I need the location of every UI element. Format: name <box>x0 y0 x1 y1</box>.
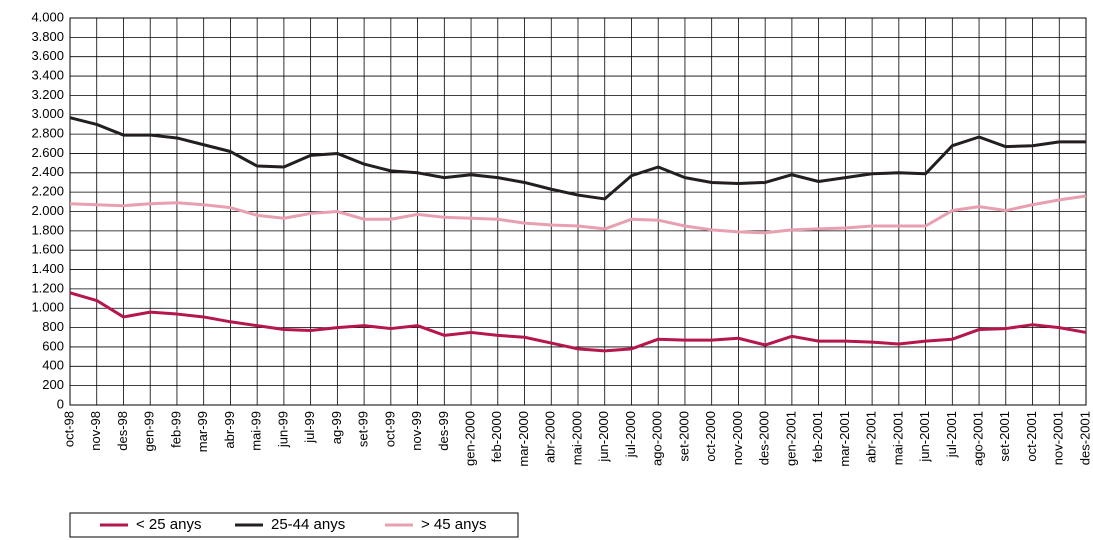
series-line <box>69 194 1087 235</box>
x-tick-label: oct-2000 <box>703 411 718 462</box>
x-tick-label: mai-2000 <box>569 411 584 465</box>
y-tick-label: 2.000 <box>31 203 64 218</box>
x-tick-label: gen-2000 <box>462 411 477 466</box>
x-tick-label: mar-99 <box>195 411 210 452</box>
y-tick-label: 1.400 <box>31 261 64 276</box>
legend-label: 25-44 anys <box>271 516 345 533</box>
y-tick-label: 2.200 <box>31 184 64 199</box>
x-tick-label: mar-2000 <box>516 411 531 467</box>
y-tick-label: 800 <box>42 319 64 334</box>
x-tick-label: oct-2001 <box>1024 411 1039 462</box>
y-tick-label: 3.000 <box>31 106 64 121</box>
y-tick-label: 400 <box>42 358 64 373</box>
y-tick-label: 3.600 <box>31 48 64 63</box>
x-tick-label: feb-99 <box>168 411 183 448</box>
legend-box <box>69 512 519 538</box>
legend-label: > 45 anys <box>421 516 486 533</box>
series-line <box>69 291 1087 353</box>
x-tick-label: mai-99 <box>249 411 264 451</box>
y-tick-label: 3.800 <box>31 29 64 44</box>
x-tick-label: abr-99 <box>222 411 237 449</box>
x-tick-label: des-99 <box>436 411 451 451</box>
y-tick-label: 2.600 <box>31 145 64 160</box>
y-tick-label: 1.800 <box>31 222 64 237</box>
y-tick-label: 1.200 <box>31 280 64 295</box>
x-tick-label: des-98 <box>115 411 130 451</box>
x-tick-label: mai-2001 <box>890 411 905 465</box>
plot-frame <box>69 17 1087 406</box>
x-tick-label: jul-2001 <box>944 411 959 458</box>
y-tick-label: 1.600 <box>31 242 64 257</box>
x-tick-label: des-2001 <box>1077 411 1092 465</box>
x-tick-label: jul-2000 <box>623 411 638 458</box>
x-tick-label: ag-99 <box>329 411 344 444</box>
x-tick-label: abr-2000 <box>543 411 558 463</box>
x-tick-label: oct-98 <box>61 411 76 447</box>
y-tick-label: 1.000 <box>31 300 64 315</box>
x-tick-label: jul-99 <box>302 411 317 444</box>
x-tick-label: nov-98 <box>88 411 103 451</box>
x-tick-label: nov-99 <box>409 411 424 451</box>
y-tick-label: 3.200 <box>31 87 64 102</box>
x-tick-label: set-99 <box>356 411 371 447</box>
x-tick-label: des-2000 <box>757 411 772 465</box>
x-tick-label: ago-2001 <box>970 411 985 466</box>
x-tick-label: nov-2001 <box>1051 411 1066 465</box>
x-tick-label: feb-2000 <box>489 411 504 462</box>
x-tick-label: jun-2000 <box>596 411 611 463</box>
legend-label: < 25 anys <box>136 516 201 533</box>
x-tick-label: jun-2001 <box>917 411 932 463</box>
x-tick-label: gen-2001 <box>783 411 798 466</box>
x-tick-label: ago-2000 <box>650 411 665 466</box>
y-tick-label: 4.000 <box>31 9 64 24</box>
x-tick-label: oct-99 <box>382 411 397 447</box>
y-tick-label: 200 <box>42 377 64 392</box>
x-tick-label: gen-99 <box>142 411 157 451</box>
y-tick-label: 600 <box>42 338 64 353</box>
y-tick-label: 3.400 <box>31 67 64 82</box>
x-tick-label: set-2001 <box>997 411 1012 462</box>
y-tick-label: 2.400 <box>31 164 64 179</box>
x-tick-label: set-2000 <box>676 411 691 462</box>
x-tick-label: nov-2000 <box>730 411 745 465</box>
y-tick-label: 2.800 <box>31 126 64 141</box>
x-tick-label: feb-2001 <box>810 411 825 462</box>
x-tick-label: abr-2001 <box>864 411 879 463</box>
y-tick-label: 0 <box>57 396 64 411</box>
x-tick-label: mar-2001 <box>837 411 852 467</box>
series-line <box>69 116 1086 201</box>
x-tick-label: jun-99 <box>275 411 290 448</box>
